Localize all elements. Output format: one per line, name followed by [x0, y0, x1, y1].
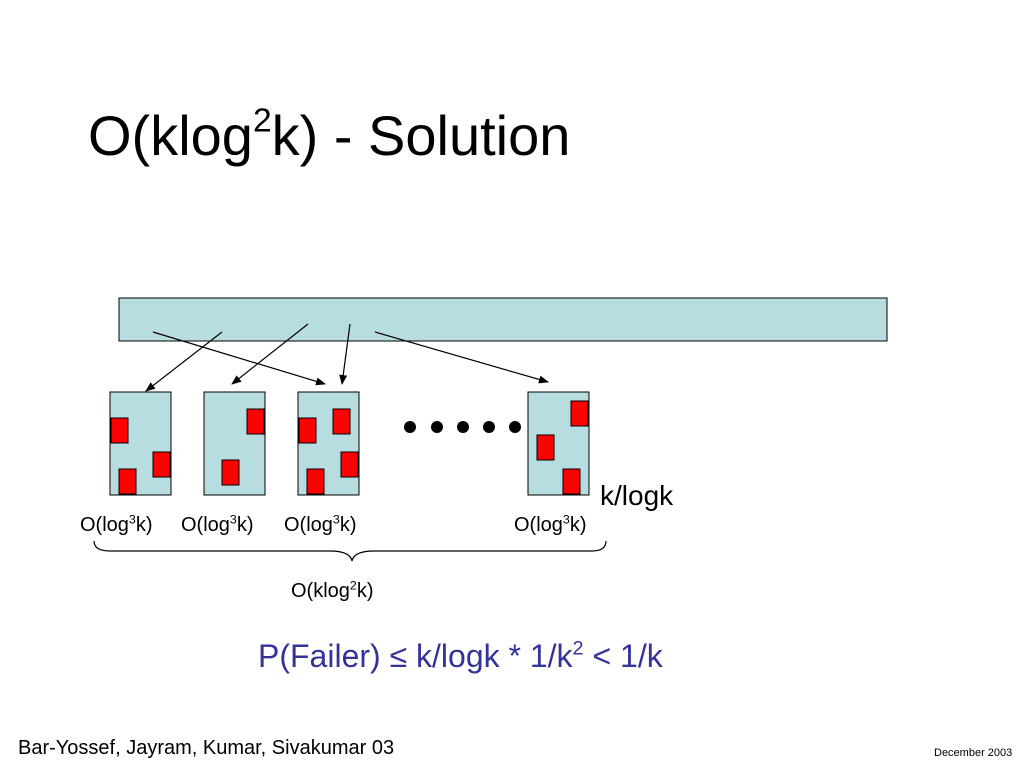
- arrow-to-bucket-1: [145, 331, 223, 392]
- label-suffix: k): [569, 514, 587, 536]
- total-prefix: O(klog: [291, 580, 350, 602]
- bucket-3-item: [298, 417, 317, 444]
- label-prefix: O(log: [80, 514, 129, 536]
- curly-brace: [93, 540, 607, 562]
- ellipsis-dot: [404, 421, 416, 433]
- bucket-1-item: [152, 451, 171, 478]
- label-superscript: 3: [562, 512, 570, 527]
- bucket-last-label: O(log3k): [514, 513, 586, 537]
- footer-authors: Bar-Yossef, Jayram, Kumar, Sivakumar 03: [18, 737, 395, 759]
- footer-date: December 2003: [934, 747, 1013, 759]
- probability-suffix: < 1/k: [583, 638, 663, 674]
- bucket-2-item: [246, 408, 265, 435]
- bucket-last-item: [570, 400, 589, 427]
- ellipsis-dot: [483, 421, 495, 433]
- slide-title: O(klog2k) - Solution: [88, 96, 570, 176]
- bucket-2-item: [221, 459, 240, 486]
- bucket-3-item: [332, 408, 351, 435]
- bucket-1-item: [110, 417, 129, 444]
- arrow-to-bucket-2: [231, 323, 309, 385]
- total-superscript: 2: [349, 578, 357, 593]
- failure-probability: P(Failer) ≤ k/logk * 1/k2 < 1/k: [258, 636, 663, 676]
- title-superscript: 2: [252, 102, 272, 140]
- label-prefix: O(log: [181, 514, 230, 536]
- label-superscript: 3: [128, 512, 136, 527]
- title-suffix: k) - Solution: [271, 104, 571, 167]
- label-suffix: k): [339, 514, 357, 536]
- bucket-last-item: [536, 434, 555, 461]
- probability-superscript: 2: [572, 637, 584, 660]
- ellipsis-dot: [457, 421, 469, 433]
- arrow-to-bucket-last: [374, 331, 549, 384]
- probability-prefix: P(Failer) ≤ k/logk * 1/k: [258, 638, 573, 674]
- arrow-cross-to-bucket-3: [152, 331, 326, 386]
- bucket-1-item: [118, 468, 137, 495]
- label-suffix: k): [236, 514, 254, 536]
- bucket-1-label: O(log3k): [80, 513, 152, 537]
- bucket-2-label: O(log3k): [181, 513, 253, 537]
- ellipsis-dot: [509, 421, 521, 433]
- total-label: O(klog2k): [291, 579, 373, 603]
- input-array: [118, 297, 888, 342]
- bucket-3-label: O(log3k): [284, 513, 356, 537]
- ellipsis-dot: [431, 421, 443, 433]
- bucket-3-item: [306, 468, 325, 495]
- label-prefix: O(log: [284, 514, 333, 536]
- ellipsis-dots: [404, 421, 521, 433]
- total-suffix: k): [356, 580, 374, 602]
- title-prefix: O(klog: [88, 104, 253, 167]
- label-suffix: k): [135, 514, 153, 536]
- bucket-count-label: k/logk: [600, 480, 674, 511]
- label-superscript: 3: [332, 512, 340, 527]
- label-superscript: 3: [229, 512, 237, 527]
- bucket-last-item: [562, 468, 581, 495]
- label-prefix: O(log: [514, 514, 563, 536]
- arrow-to-bucket-3: [339, 323, 351, 385]
- bucket-3-item: [340, 451, 359, 478]
